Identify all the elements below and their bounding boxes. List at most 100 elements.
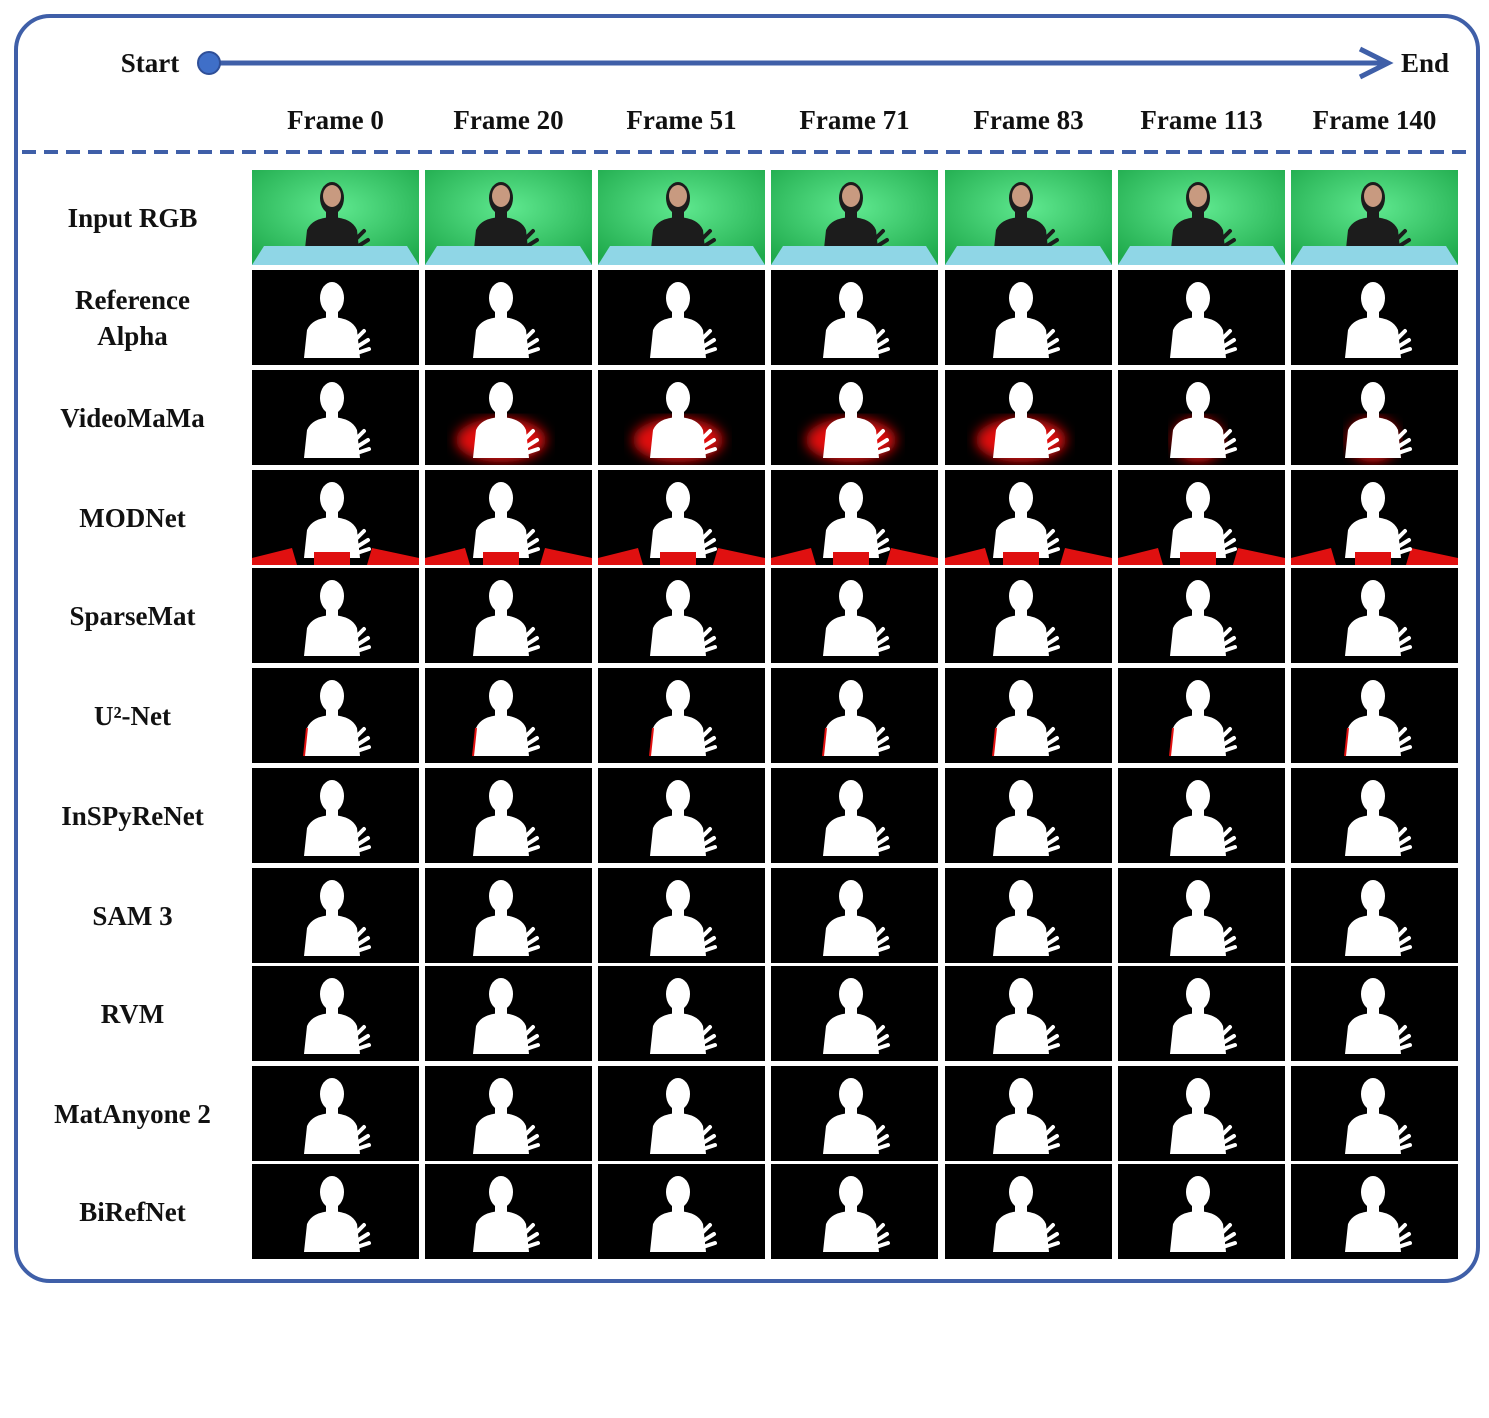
thumbnail	[1118, 768, 1285, 863]
thumbnail	[1118, 1164, 1285, 1259]
thumbnail	[771, 868, 938, 963]
thumbnail	[945, 1164, 1112, 1259]
thumbnail	[425, 170, 592, 265]
thumbnail	[945, 668, 1112, 763]
frame-label: Frame 0	[287, 105, 384, 135]
frame-label: Frame 71	[799, 105, 910, 135]
thumbnail	[252, 370, 419, 465]
thumbnail	[1118, 270, 1285, 365]
thumbnail	[945, 568, 1112, 663]
thumbnail	[945, 470, 1112, 565]
thumbnail	[425, 370, 592, 465]
thumbnail	[425, 966, 592, 1061]
end-label: End	[1400, 48, 1450, 78]
timeline-start-dot	[197, 51, 221, 75]
thumbnail	[425, 868, 592, 963]
thumbnail	[1118, 170, 1285, 265]
frame-label: Frame 20	[453, 105, 564, 135]
thumbnail	[425, 1164, 592, 1259]
thumbnail	[1291, 868, 1458, 963]
thumbnail	[1291, 370, 1458, 465]
figure-border	[14, 14, 1480, 1283]
thumbnail	[598, 868, 765, 963]
thumbnail	[1118, 868, 1285, 963]
thumbnail	[771, 170, 938, 265]
thumbnail	[771, 1066, 938, 1161]
thumbnail	[771, 768, 938, 863]
thumbnail	[598, 668, 765, 763]
frame-label: Frame 83	[973, 105, 1084, 135]
thumbnail	[1118, 568, 1285, 663]
thumbnail	[1291, 668, 1458, 763]
thumbnail	[598, 1066, 765, 1161]
thumbnail	[945, 1066, 1112, 1161]
thumbnail	[1291, 170, 1458, 265]
thumbnail	[1118, 668, 1285, 763]
thumbnail	[1118, 966, 1285, 1061]
row-label: VideoMaMa	[60, 402, 205, 433]
thumbnail	[1118, 370, 1285, 465]
thumbnail	[252, 170, 419, 265]
thumbnail	[1118, 1066, 1285, 1161]
thumbnail	[1291, 966, 1458, 1061]
thumbnail	[945, 868, 1112, 963]
thumbnail	[771, 470, 938, 565]
thumbnail	[945, 370, 1112, 465]
thumbnail	[945, 270, 1112, 365]
row-label: SparseMat	[69, 600, 196, 631]
row-label: SAM 3	[92, 900, 173, 931]
thumbnail	[771, 668, 938, 763]
row-label: Reference Alpha	[75, 284, 190, 351]
thumbnail	[598, 768, 765, 863]
thumbnail	[425, 768, 592, 863]
thumbnail	[598, 568, 765, 663]
thumbnail	[425, 568, 592, 663]
timeline-arrow	[1358, 46, 1394, 80]
thumbnail	[252, 1164, 419, 1259]
thumbnail	[425, 668, 592, 763]
thumbnail	[598, 470, 765, 565]
thumbnail	[771, 966, 938, 1061]
row-label: InSPyReNet	[61, 800, 204, 831]
thumbnail	[425, 470, 592, 565]
thumbnail	[425, 1066, 592, 1161]
thumbnail	[1291, 568, 1458, 663]
thumbnail	[598, 170, 765, 265]
thumbnail	[771, 568, 938, 663]
row-label: BiRefNet	[79, 1196, 186, 1227]
row-label: RVM	[100, 998, 165, 1029]
frame-label: Frame 51	[626, 105, 737, 135]
thumbnail	[945, 170, 1112, 265]
thumbnail	[252, 768, 419, 863]
row-label: U²-Net	[93, 700, 172, 731]
row-label: MatAnyone 2	[54, 1098, 211, 1129]
thumbnail	[425, 270, 592, 365]
start-label: Start	[120, 48, 180, 78]
thumbnail	[598, 1164, 765, 1259]
thumbnail	[252, 868, 419, 963]
thumbnail	[252, 470, 419, 565]
row-label: MODNet	[79, 502, 186, 533]
thumbnail	[1291, 1066, 1458, 1161]
thumbnail	[945, 768, 1112, 863]
thumbnail	[771, 370, 938, 465]
thumbnail	[252, 568, 419, 663]
thumbnail	[945, 966, 1112, 1061]
thumbnail	[771, 270, 938, 365]
thumbnail	[1291, 270, 1458, 365]
frame-label: Frame 113	[1140, 105, 1263, 135]
thumbnail	[1291, 1164, 1458, 1259]
thumbnail	[252, 668, 419, 763]
thumbnail	[252, 1066, 419, 1161]
thumbnail	[598, 370, 765, 465]
timeline	[22, 46, 1470, 154]
thumbnail	[252, 270, 419, 365]
row-label: Input RGB	[67, 202, 198, 233]
thumbnail	[771, 1164, 938, 1259]
thumbnail	[598, 966, 765, 1061]
thumbnail	[252, 966, 419, 1061]
thumbnail	[1291, 470, 1458, 565]
thumbnail	[1118, 470, 1285, 565]
thumbnail	[598, 270, 765, 365]
